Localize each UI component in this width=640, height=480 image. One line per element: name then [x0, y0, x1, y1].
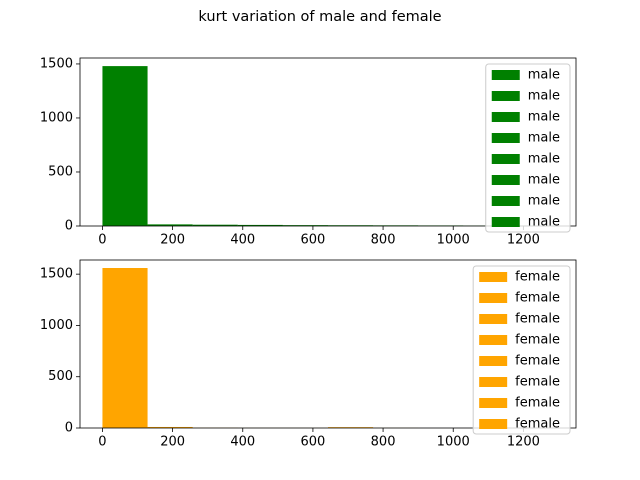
- x-tick-label: 1200: [507, 233, 540, 248]
- legend-swatch: [491, 70, 520, 80]
- legend-label: female: [515, 354, 560, 369]
- legend-label: male: [528, 131, 560, 146]
- legend-label: female: [515, 291, 560, 306]
- legend-label: female: [515, 270, 560, 285]
- y-tick-label: 1500: [40, 267, 73, 282]
- bar: [282, 225, 328, 226]
- legend-label: female: [515, 396, 560, 411]
- y-tick-label: 0: [65, 219, 73, 234]
- legend-label: male: [528, 173, 560, 188]
- legend-swatch: [479, 356, 508, 366]
- legend-box: [472, 265, 571, 435]
- legend: male male male male male male male male: [485, 63, 571, 233]
- legend-swatch: [479, 314, 508, 324]
- x-tick-label: 600: [301, 233, 326, 248]
- bar: [102, 268, 148, 428]
- x-tick-label: 800: [371, 435, 396, 450]
- legend-label: male: [528, 89, 560, 104]
- legend-swatch: [491, 154, 520, 164]
- y-tick-label: 1000: [40, 110, 73, 125]
- legend-swatch: [491, 175, 520, 185]
- legend-label: male: [528, 68, 560, 83]
- legend-label: female: [515, 375, 560, 390]
- x-tick-label: 400: [230, 435, 255, 450]
- legend-swatch: [491, 91, 520, 101]
- y-tick-label: 0: [65, 421, 73, 436]
- bar: [147, 426, 193, 428]
- legend-swatch: [479, 398, 508, 408]
- x-tick-label: 600: [301, 435, 326, 450]
- figure-title: kurt variation of male and female: [198, 9, 441, 25]
- x-tick-label: 200: [160, 233, 185, 248]
- bar: [147, 224, 193, 226]
- x-tick-label: 800: [371, 233, 396, 248]
- y-tick-label: 1000: [40, 318, 73, 333]
- legend-label: female: [515, 333, 560, 348]
- legend-swatch: [479, 335, 508, 345]
- legend-label: male: [528, 194, 560, 209]
- x-tick-label: 1000: [437, 435, 470, 450]
- y-tick-label: 500: [48, 369, 73, 384]
- legend-swatch: [479, 419, 508, 429]
- x-tick-label: 0: [98, 435, 106, 450]
- legend: female female female female female female fema…: [472, 265, 571, 435]
- legend-label: female: [515, 312, 560, 327]
- legend-swatch: [479, 377, 508, 387]
- x-tick-label: 1200: [507, 435, 540, 450]
- legend-swatch: [491, 133, 520, 143]
- bar: [237, 224, 283, 226]
- legend-label: male: [528, 215, 560, 230]
- legend-label: male: [528, 152, 560, 167]
- x-tick-label: 0: [98, 233, 106, 248]
- bar: [192, 224, 238, 226]
- bar: [328, 427, 374, 428]
- legend-box: [485, 63, 571, 233]
- x-tick-label: 200: [160, 435, 185, 450]
- y-tick-label: 1500: [40, 56, 73, 71]
- axes-frame: [79, 57, 577, 227]
- legend-swatch: [491, 196, 520, 206]
- legend-label: female: [515, 417, 560, 432]
- axes-frame: [79, 259, 577, 429]
- legend-label: male: [528, 110, 560, 125]
- legend-swatch: [491, 217, 520, 227]
- y-tick-label: 500: [48, 164, 73, 179]
- x-tick-label: 400: [230, 233, 255, 248]
- x-tick-label: 1000: [437, 233, 470, 248]
- legend-swatch: [491, 112, 520, 122]
- legend-swatch: [479, 293, 508, 303]
- legend-swatch: [479, 272, 508, 282]
- bar: [102, 66, 148, 226]
